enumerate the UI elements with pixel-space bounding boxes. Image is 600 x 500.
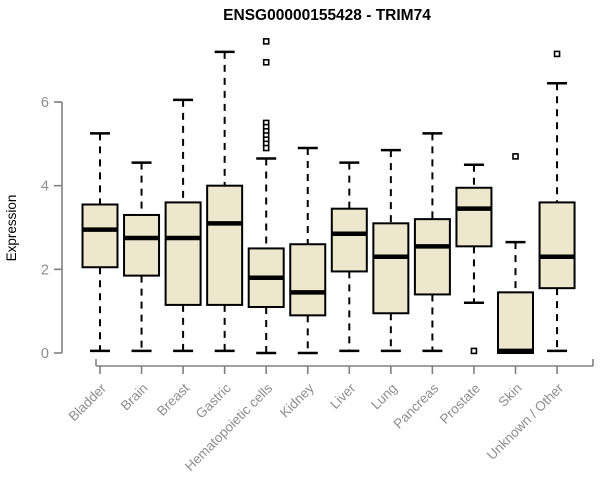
outlier-point <box>262 144 270 152</box>
iqr-box <box>123 213 161 277</box>
y-tick-label: 0 <box>41 346 49 362</box>
x-tick-label: Prostate <box>437 381 483 427</box>
box-bladder <box>81 132 119 353</box>
box-brain <box>123 161 161 353</box>
box-lung <box>372 148 410 353</box>
iqr-box <box>455 186 493 248</box>
y-axis-label: Expression <box>4 195 19 262</box>
x-tick-label: Lung <box>368 381 400 413</box>
box-pancreas <box>413 132 451 353</box>
x-tick-label: Breast <box>154 380 192 418</box>
iqr-box <box>413 218 451 296</box>
iqr-box <box>538 201 576 290</box>
outlier-point <box>512 153 519 160</box>
iqr-box <box>497 291 534 354</box>
x-tick-label: Pancreas <box>391 380 442 431</box>
box-skin <box>497 153 534 354</box>
box-hematopoietic-cells <box>247 38 285 355</box>
box-breast <box>164 98 202 353</box>
x-tick-label: Unknown / Other <box>484 380 567 463</box>
x-tick-label: Brain <box>118 381 151 414</box>
box-kidney <box>289 146 327 355</box>
outlier-point <box>470 347 478 355</box>
iqr-box <box>289 243 327 317</box>
box-unknown-other <box>538 50 576 353</box>
chart-title: ENSG00000155428 - TRIM74 <box>223 7 431 24</box>
y-tick-label: 6 <box>41 95 49 111</box>
outlier-point <box>553 50 561 58</box>
x-tick-label: Gastric <box>193 380 234 421</box>
x-tick-label: Kidney <box>277 380 317 420</box>
box-prostate <box>455 163 493 355</box>
x-tick-label: Liver <box>327 380 359 412</box>
y-tick-label: 2 <box>41 262 49 278</box>
x-tick-label: Bladder <box>66 380 110 424</box>
y-tick-label: 4 <box>41 179 49 195</box>
box-gastric <box>206 50 244 353</box>
iqr-box <box>81 203 119 269</box>
iqr-box <box>206 184 244 306</box>
boxes <box>81 38 576 355</box>
box-liver <box>330 161 368 353</box>
x-tick-label: Skin <box>495 381 524 410</box>
outlier-point <box>262 58 270 66</box>
iqr-box <box>164 201 202 306</box>
outlier-point <box>262 38 270 45</box>
iqr-box <box>330 207 368 273</box>
iqr-box <box>372 222 410 315</box>
